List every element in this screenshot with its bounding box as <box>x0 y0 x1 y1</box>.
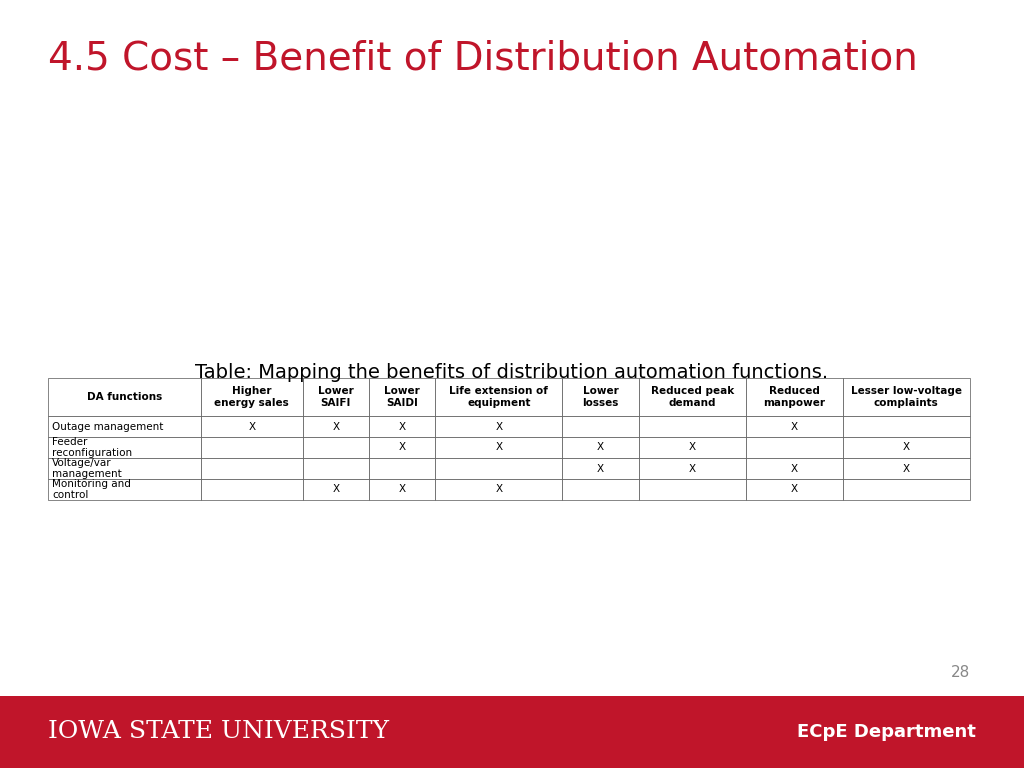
Text: X: X <box>791 485 798 495</box>
Text: X: X <box>791 422 798 432</box>
Text: Lesser low-voltage
complaints: Lesser low-voltage complaints <box>851 386 962 408</box>
Bar <box>0 696 1024 768</box>
Bar <box>48 416 201 437</box>
Bar <box>303 479 369 500</box>
Bar <box>562 437 639 458</box>
Text: Lower
SAIDI: Lower SAIDI <box>384 386 420 408</box>
Bar <box>843 437 970 458</box>
Text: X: X <box>903 442 910 452</box>
Text: Lower
SAIFI: Lower SAIFI <box>317 386 353 408</box>
Bar <box>48 378 201 416</box>
Bar <box>639 378 745 416</box>
Text: X: X <box>597 442 604 452</box>
Bar <box>201 378 303 416</box>
Bar <box>639 479 745 500</box>
Bar <box>639 437 745 458</box>
Bar <box>369 479 435 500</box>
Text: X: X <box>597 464 604 474</box>
Text: Outage management: Outage management <box>52 422 164 432</box>
Bar <box>745 458 843 479</box>
Bar <box>48 458 201 479</box>
Bar <box>369 458 435 479</box>
Text: X: X <box>496 485 503 495</box>
Bar <box>843 378 970 416</box>
Text: X: X <box>398 485 406 495</box>
Bar <box>201 416 303 437</box>
Bar <box>303 458 369 479</box>
Text: X: X <box>689 464 696 474</box>
Bar <box>303 437 369 458</box>
Text: X: X <box>398 442 406 452</box>
Bar <box>303 416 369 437</box>
Bar <box>843 479 970 500</box>
Bar <box>745 479 843 500</box>
Text: X: X <box>248 422 255 432</box>
Bar <box>435 458 562 479</box>
Bar <box>435 479 562 500</box>
Bar <box>562 479 639 500</box>
Text: Life extension of
equipment: Life extension of equipment <box>450 386 548 408</box>
Bar <box>639 458 745 479</box>
Bar <box>745 378 843 416</box>
Bar <box>201 437 303 458</box>
Text: ECpE Department: ECpE Department <box>797 723 976 741</box>
Text: X: X <box>496 442 503 452</box>
Text: Reduced peak
demand: Reduced peak demand <box>651 386 734 408</box>
Bar <box>745 437 843 458</box>
Bar <box>48 479 201 500</box>
Text: Feeder
reconfiguration: Feeder reconfiguration <box>52 437 132 458</box>
Text: Lower
losses: Lower losses <box>583 386 618 408</box>
Bar <box>369 378 435 416</box>
Text: X: X <box>791 464 798 474</box>
Bar <box>435 416 562 437</box>
Text: 4.5 Cost – Benefit of Distribution Automation: 4.5 Cost – Benefit of Distribution Autom… <box>48 40 918 78</box>
Text: Higher
energy sales: Higher energy sales <box>214 386 289 408</box>
Text: X: X <box>332 485 339 495</box>
Bar <box>843 416 970 437</box>
Bar <box>639 416 745 437</box>
Bar <box>435 378 562 416</box>
Text: X: X <box>398 422 406 432</box>
Bar <box>201 458 303 479</box>
Text: 28: 28 <box>950 665 970 680</box>
Bar <box>562 458 639 479</box>
Text: Table: Mapping the benefits of distribution automation functions.: Table: Mapping the benefits of distribut… <box>196 363 828 382</box>
Bar <box>562 378 639 416</box>
Text: Reduced
manpower: Reduced manpower <box>763 386 825 408</box>
Text: X: X <box>689 442 696 452</box>
Bar <box>435 437 562 458</box>
Bar <box>48 437 201 458</box>
Bar <box>745 416 843 437</box>
Text: Monitoring and
control: Monitoring and control <box>52 478 131 500</box>
Bar <box>562 416 639 437</box>
Bar <box>369 437 435 458</box>
Text: IOWA STATE UNIVERSITY: IOWA STATE UNIVERSITY <box>48 720 389 743</box>
Text: Voltage/var
management: Voltage/var management <box>52 458 122 479</box>
Bar <box>303 378 369 416</box>
Bar <box>369 416 435 437</box>
Text: X: X <box>496 422 503 432</box>
Text: X: X <box>903 464 910 474</box>
Bar <box>201 479 303 500</box>
Text: X: X <box>332 422 339 432</box>
Bar <box>843 458 970 479</box>
Text: DA functions: DA functions <box>87 392 162 402</box>
